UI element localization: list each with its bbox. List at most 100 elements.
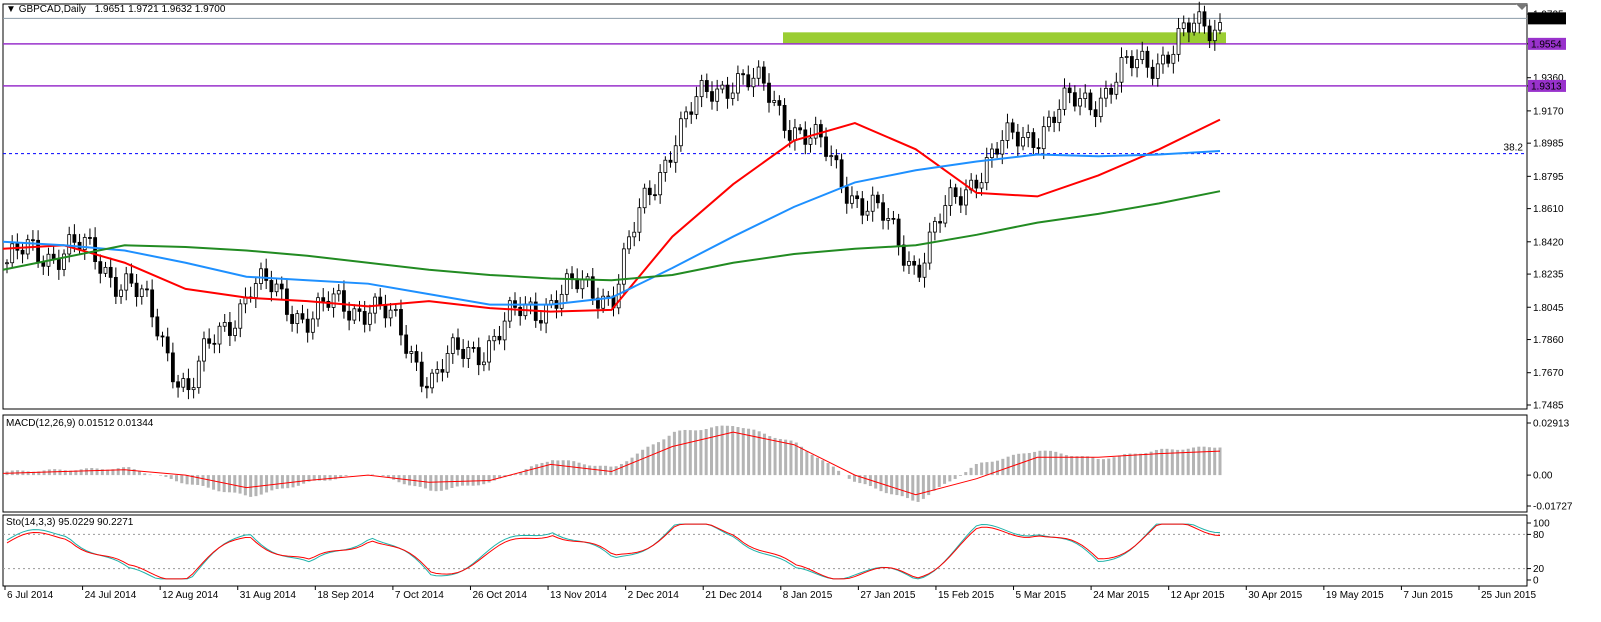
chart-shift-marker-icon	[1516, 4, 1528, 10]
candle-body	[155, 316, 160, 337]
candle-body	[1218, 22, 1222, 31]
candle-body	[487, 340, 491, 363]
candle-body	[621, 248, 626, 285]
candle-body	[264, 268, 269, 281]
candle-body	[881, 202, 885, 221]
level-price-flag-label: 1.9313	[1531, 81, 1562, 92]
macd-panel-frame	[2, 414, 1528, 513]
candle-body	[259, 268, 263, 284]
candle-body	[653, 194, 657, 197]
candle-body	[108, 266, 113, 278]
candle-body	[124, 273, 129, 291]
dropdown-triangle-icon[interactable]: ▼	[6, 4, 16, 15]
candle-body	[409, 351, 414, 354]
candle-body	[927, 231, 932, 264]
candle-body	[20, 249, 25, 255]
candle-body	[637, 207, 642, 233]
date-tick-label: 24 Jul 2014	[85, 590, 137, 601]
candle-body	[736, 73, 740, 94]
candle-body	[145, 288, 149, 291]
candle-body	[782, 105, 787, 131]
candle-body	[616, 283, 621, 309]
date-tick-label: 15 Feb 2015	[938, 590, 995, 601]
candle-body	[539, 320, 543, 324]
stochastic-k-line	[6, 523, 1221, 580]
candle-body	[730, 92, 735, 99]
candle-body	[741, 73, 745, 76]
candle-body	[507, 300, 512, 322]
price-tick-label: 1.8045	[1533, 303, 1564, 314]
symbol-label: GBPCAD,Daily	[18, 4, 86, 15]
candle-body	[1104, 87, 1108, 99]
candle-body	[269, 280, 274, 293]
candle-body	[321, 297, 326, 302]
candle-body	[1057, 108, 1062, 123]
candle-body	[772, 100, 777, 103]
moving-average-line	[2, 190, 1221, 282]
candle-body	[756, 66, 761, 79]
candle-body	[367, 312, 372, 325]
moving-average-line	[2, 150, 1221, 306]
candle-body	[82, 237, 87, 251]
candle-body	[440, 369, 445, 373]
candle-body	[196, 360, 201, 389]
candle-body	[834, 155, 839, 161]
candle-body	[850, 195, 854, 204]
candle-body	[1021, 137, 1025, 147]
candle-body	[1114, 81, 1119, 95]
candle-body	[1124, 56, 1129, 58]
candle-body	[518, 307, 523, 317]
candle-body	[424, 385, 429, 389]
candle-body	[450, 337, 455, 354]
candle-body	[228, 322, 232, 336]
candle-body	[559, 293, 564, 309]
price-tick-label: 1.8235	[1533, 270, 1564, 281]
price-tick-label: 1.7670	[1533, 368, 1564, 379]
candle-body	[596, 297, 600, 309]
candle-body	[134, 282, 139, 298]
candle-body	[912, 260, 917, 266]
candle-body	[777, 100, 782, 106]
candle-body	[378, 296, 383, 306]
candle-body	[751, 77, 756, 88]
date-tick-label: 13 Nov 2014	[550, 590, 607, 601]
candle-body	[891, 217, 896, 220]
candle-body	[336, 290, 341, 295]
fibo-level-label: 38.2	[1504, 143, 1524, 154]
macd-tick-label: 0.00	[1533, 471, 1553, 482]
date-tick-label: 24 Mar 2015	[1093, 590, 1150, 601]
candle-body	[1005, 122, 1010, 141]
date-tick-label: 19 May 2015	[1326, 590, 1384, 601]
candle-body	[668, 159, 673, 163]
candle-body	[958, 196, 963, 206]
candle-body	[388, 309, 393, 319]
candle-body	[1186, 22, 1191, 33]
candle-body	[419, 361, 424, 387]
date-tick-label: 5 Mar 2015	[1016, 590, 1067, 601]
candle-body	[839, 159, 844, 188]
candle-body	[1207, 25, 1212, 42]
stochastic-tick-label: 100	[1533, 519, 1550, 530]
price-panel-frame	[2, 3, 1528, 410]
candle-body	[1150, 66, 1155, 79]
candle-body	[922, 262, 927, 278]
candle-body	[186, 378, 191, 391]
candle-body	[1129, 56, 1134, 69]
candle-body	[917, 264, 922, 278]
price-tick-label: 1.8795	[1533, 172, 1564, 183]
candle-body	[119, 289, 123, 297]
candle-body	[824, 136, 828, 157]
candle-body	[471, 347, 476, 349]
candle-body	[1098, 97, 1103, 117]
candle-body	[357, 308, 362, 312]
candle-body	[129, 273, 134, 284]
candle-body	[233, 327, 237, 336]
date-tick-label: 31 Aug 2014	[240, 590, 297, 601]
current-price-flag-label: 1.9700	[1531, 14, 1562, 25]
candle-body	[191, 387, 196, 391]
candle-body	[279, 283, 284, 290]
date-tick-label: 7 Jun 2015	[1403, 590, 1453, 601]
candle-body	[865, 210, 870, 216]
candle-body	[1088, 92, 1093, 111]
date-tick-label: 30 Apr 2015	[1248, 590, 1302, 601]
